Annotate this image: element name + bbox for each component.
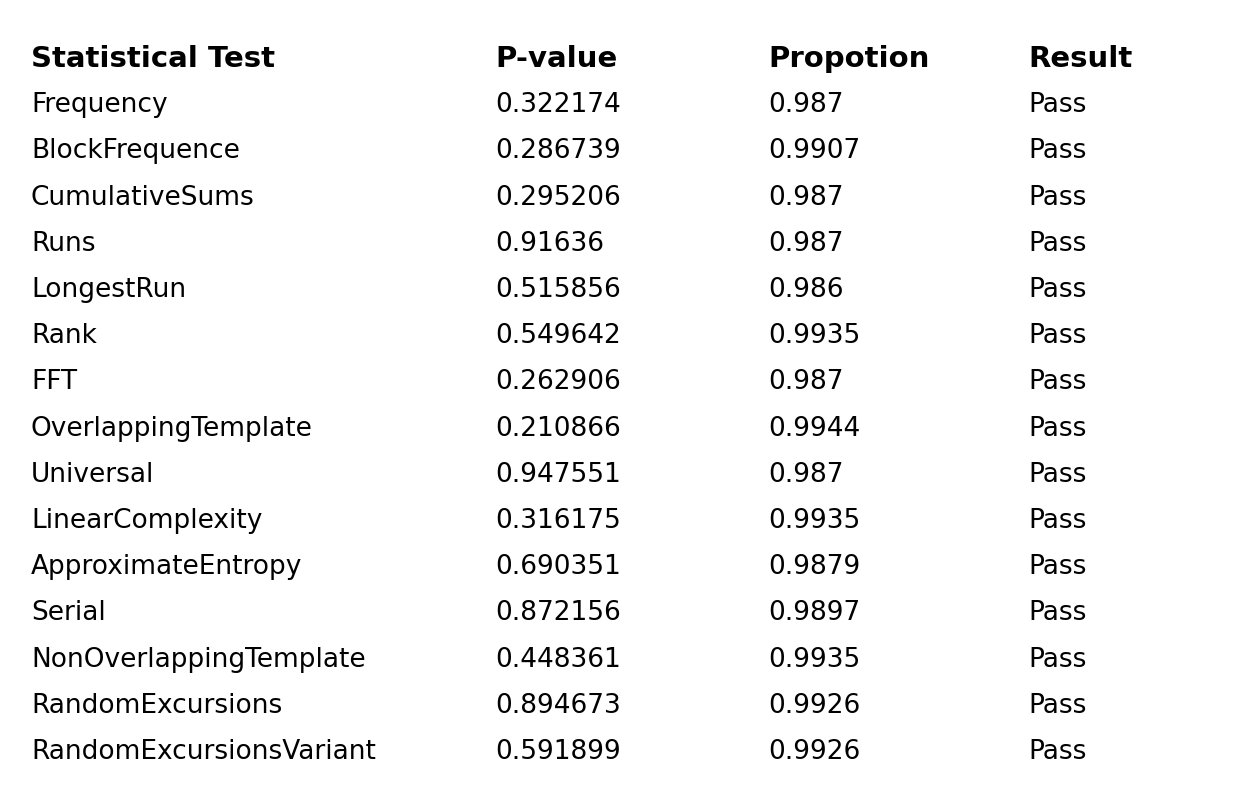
Text: 0.316175: 0.316175 [496, 508, 621, 534]
Text: 0.987: 0.987 [768, 231, 844, 257]
Text: 0.9897: 0.9897 [768, 600, 860, 626]
Text: Frequency: Frequency [31, 92, 167, 118]
Text: Propotion: Propotion [768, 45, 929, 73]
Text: Pass: Pass [1028, 508, 1087, 534]
Text: FFT: FFT [31, 370, 77, 395]
Text: 0.987: 0.987 [768, 92, 844, 118]
Text: RandomExcursions: RandomExcursions [31, 692, 282, 719]
Text: Pass: Pass [1028, 231, 1087, 257]
Text: Pass: Pass [1028, 416, 1087, 441]
Text: Pass: Pass [1028, 739, 1087, 765]
Text: 0.322174: 0.322174 [496, 92, 621, 118]
Text: 0.9926: 0.9926 [768, 739, 860, 765]
Text: 0.295206: 0.295206 [496, 184, 621, 211]
Text: CumulativeSums: CumulativeSums [31, 184, 255, 211]
Text: 0.986: 0.986 [768, 277, 844, 303]
Text: LinearComplexity: LinearComplexity [31, 508, 263, 534]
Text: 0.9935: 0.9935 [768, 323, 860, 349]
Text: RandomExcursionsVariant: RandomExcursionsVariant [31, 739, 375, 765]
Text: Pass: Pass [1028, 184, 1087, 211]
Text: Rank: Rank [31, 323, 97, 349]
Text: 0.515856: 0.515856 [496, 277, 621, 303]
Text: Pass: Pass [1028, 600, 1087, 626]
Text: P-value: P-value [496, 45, 618, 73]
Text: 0.9907: 0.9907 [768, 138, 860, 165]
Text: NonOverlappingTemplate: NonOverlappingTemplate [31, 646, 366, 673]
Text: 0.872156: 0.872156 [496, 600, 621, 626]
Text: 0.210866: 0.210866 [496, 416, 621, 441]
Text: 0.987: 0.987 [768, 462, 844, 488]
Text: 0.549642: 0.549642 [496, 323, 621, 349]
Text: 0.947551: 0.947551 [496, 462, 621, 488]
Text: Pass: Pass [1028, 554, 1087, 580]
Text: Result: Result [1028, 45, 1132, 73]
Text: 0.690351: 0.690351 [496, 554, 621, 580]
Text: 0.9944: 0.9944 [768, 416, 860, 441]
Text: Runs: Runs [31, 231, 95, 257]
Text: Pass: Pass [1028, 692, 1087, 719]
Text: 0.91636: 0.91636 [496, 231, 605, 257]
Text: BlockFrequence: BlockFrequence [31, 138, 240, 165]
Text: 0.591899: 0.591899 [496, 739, 621, 765]
Text: OverlappingTemplate: OverlappingTemplate [31, 416, 313, 441]
Text: Pass: Pass [1028, 462, 1087, 488]
Text: 0.9935: 0.9935 [768, 646, 860, 673]
Text: 0.987: 0.987 [768, 370, 844, 395]
Text: ApproximateEntropy: ApproximateEntropy [31, 554, 302, 580]
Text: 0.9926: 0.9926 [768, 692, 860, 719]
Text: Pass: Pass [1028, 138, 1087, 165]
Text: 0.894673: 0.894673 [496, 692, 621, 719]
Text: Serial: Serial [31, 600, 105, 626]
Text: 0.286739: 0.286739 [496, 138, 621, 165]
Text: LongestRun: LongestRun [31, 277, 186, 303]
Text: 0.987: 0.987 [768, 184, 844, 211]
Text: Pass: Pass [1028, 370, 1087, 395]
Text: Pass: Pass [1028, 92, 1087, 118]
Text: Pass: Pass [1028, 646, 1087, 673]
Text: Universal: Universal [31, 462, 155, 488]
Text: 0.9879: 0.9879 [768, 554, 860, 580]
Text: 0.448361: 0.448361 [496, 646, 621, 673]
Text: 0.262906: 0.262906 [496, 370, 621, 395]
Text: Pass: Pass [1028, 323, 1087, 349]
Text: Statistical Test: Statistical Test [31, 45, 275, 73]
Text: Pass: Pass [1028, 277, 1087, 303]
Text: 0.9935: 0.9935 [768, 508, 860, 534]
